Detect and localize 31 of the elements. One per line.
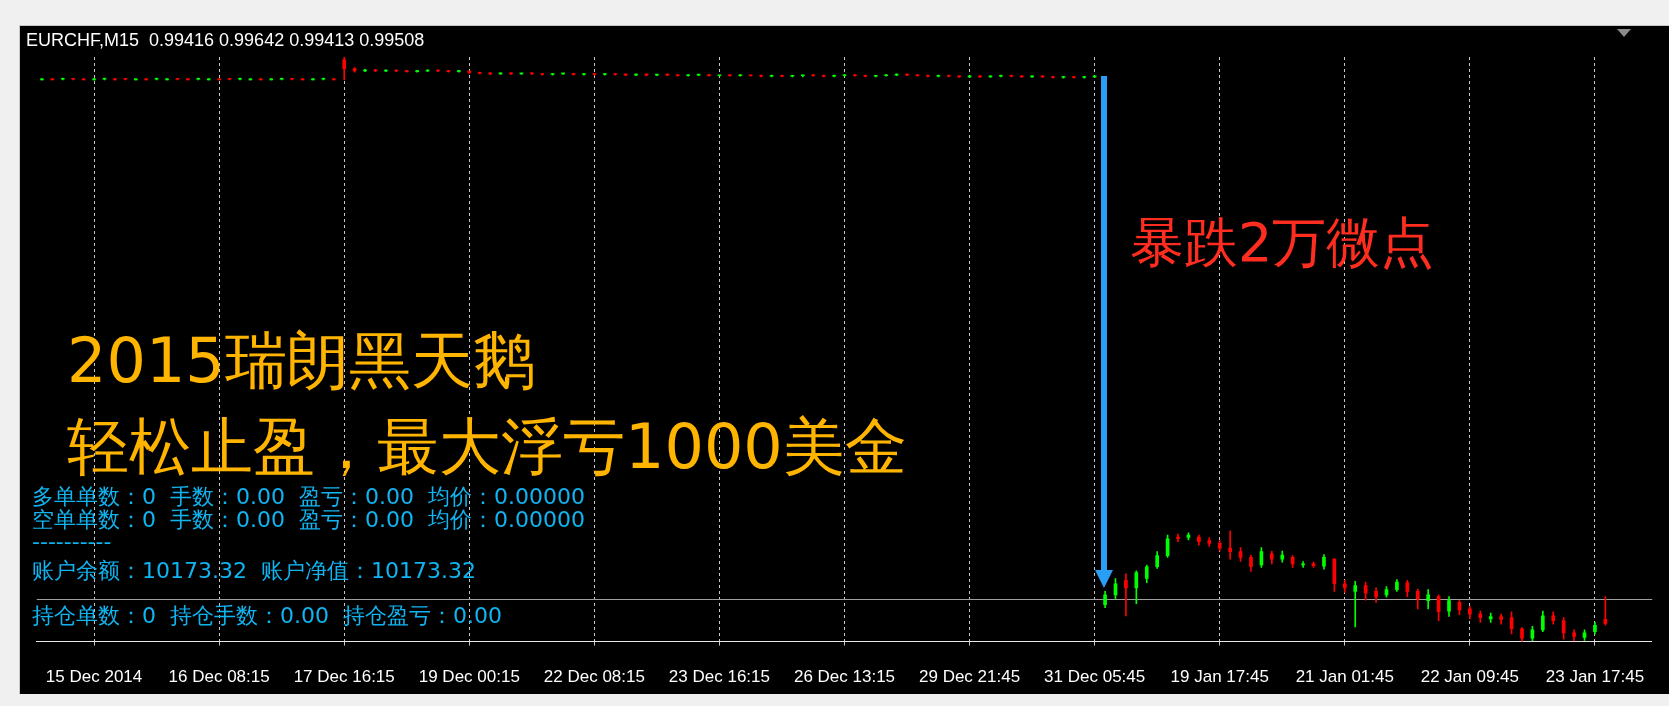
x-tick-label: 26 Dec 13:15: [793, 667, 896, 687]
x-tick-label: 29 Dec 21:45: [919, 667, 1021, 687]
candlestick: [1353, 581, 1358, 628]
candlestick: [529, 72, 534, 75]
x-tick-label: 22 Jan 09:45: [1420, 667, 1520, 687]
x-tick-label: 31 Dec 05:45: [1044, 667, 1146, 687]
x-tick-label: 19 Dec 00:15: [418, 667, 520, 687]
x-tick-label: 21 Jan 01:45: [1295, 667, 1394, 687]
candlestick: [488, 72, 492, 75]
x-tick-label: 15 Dec 2014: [45, 667, 143, 687]
candlestick: [978, 75, 982, 78]
x-tick-label: 23 Jan 17:45: [1545, 667, 1645, 687]
chart-title: EURCHF,M15 0.99416 0.99642 0.99413 0.99508: [26, 29, 425, 50]
x-tick-label: 22 Dec 08:15: [543, 667, 645, 687]
annotation: 持仓单数：0 持仓手数：0.00 持仓盈亏：0.00: [32, 602, 502, 628]
x-tick-label: 16 Dec 08:15: [168, 667, 270, 687]
candlestick: [957, 75, 961, 78]
candlestick: [1030, 75, 1034, 78]
candlestick: [1228, 530, 1232, 560]
x-tick-label: 17 Dec 16:15: [293, 667, 395, 687]
x-tick-label: 23 Dec 16:15: [668, 667, 770, 687]
candlestick: [1124, 573, 1128, 617]
x-tick-label: 19 Jan 17:45: [1170, 667, 1269, 687]
candlestick: [1019, 75, 1024, 78]
annotation: 多单单数：0 手数：0.00 盈亏：0.00 均价：0.00000: [32, 483, 585, 509]
candlestick: [509, 72, 513, 75]
annotation: 空单单数：0 手数：0.00 盈亏：0.00 均价：0.00000: [32, 506, 585, 532]
annotation: 账户余额：10173.32 账户净值：10173.32: [32, 557, 476, 583]
annotation: 暴跌2万微点: [1130, 211, 1435, 275]
annotation: 2015瑞朗黑天鹅: [67, 324, 535, 398]
annotation: 轻松止盈，最大浮亏1000美金: [67, 410, 907, 484]
